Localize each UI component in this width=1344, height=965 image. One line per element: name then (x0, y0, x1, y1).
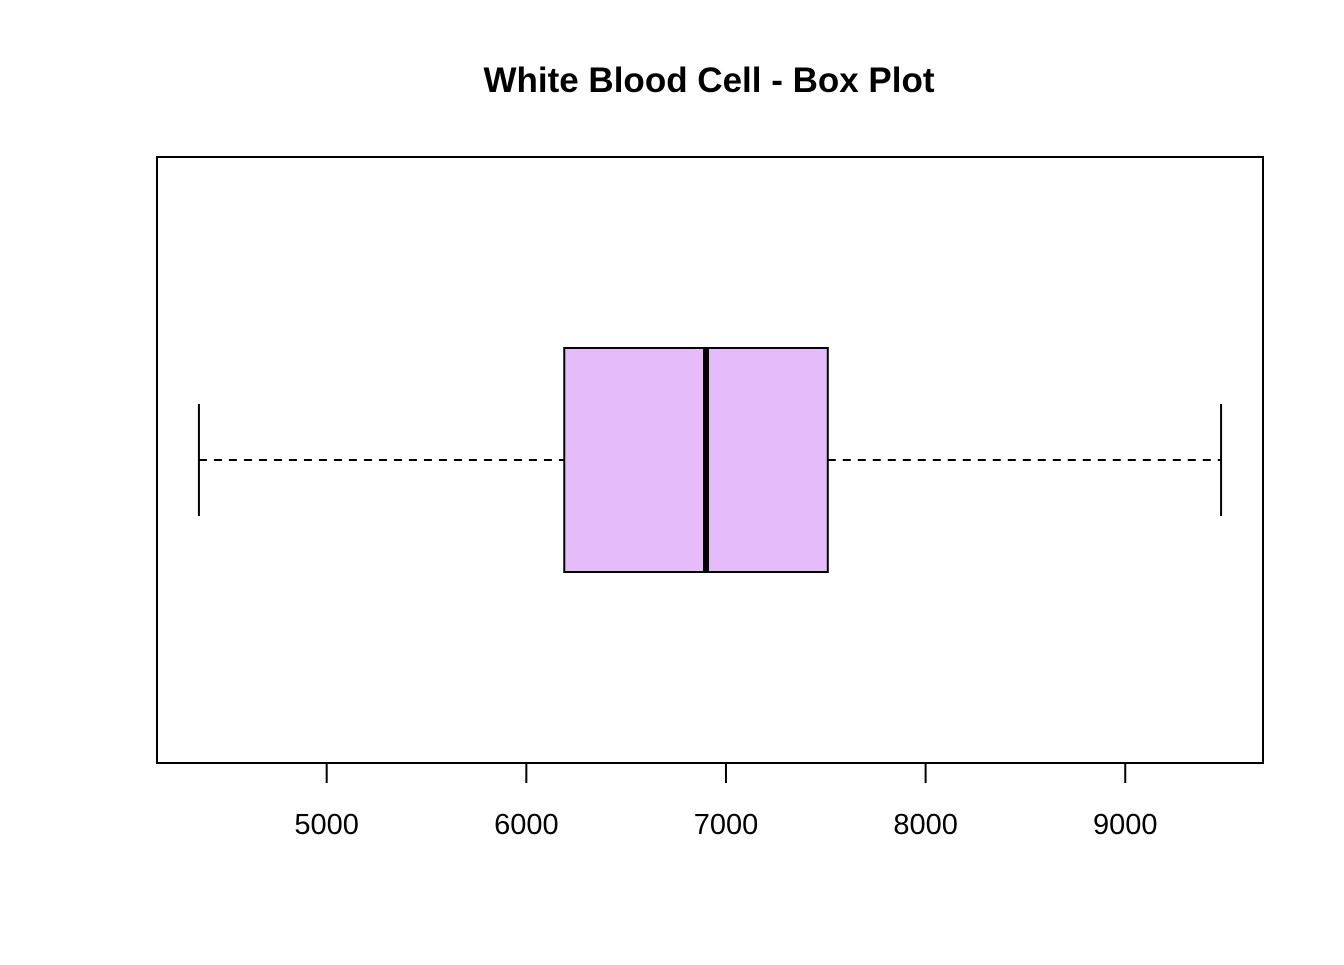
x-tick-label: 7000 (694, 809, 759, 841)
box-plot-group (197, 347, 1223, 573)
x-axis: 5000 6000 7000 8000 9000 (294, 762, 1158, 841)
interquartile-box (563, 347, 829, 573)
x-tick-label: 8000 (893, 809, 958, 841)
x-tick-label: 5000 (294, 809, 359, 841)
chart-title: White Blood Cell - Box Plot (483, 61, 934, 100)
x-tick-label: 9000 (1093, 809, 1158, 841)
x-tick-label: 6000 (494, 809, 559, 841)
